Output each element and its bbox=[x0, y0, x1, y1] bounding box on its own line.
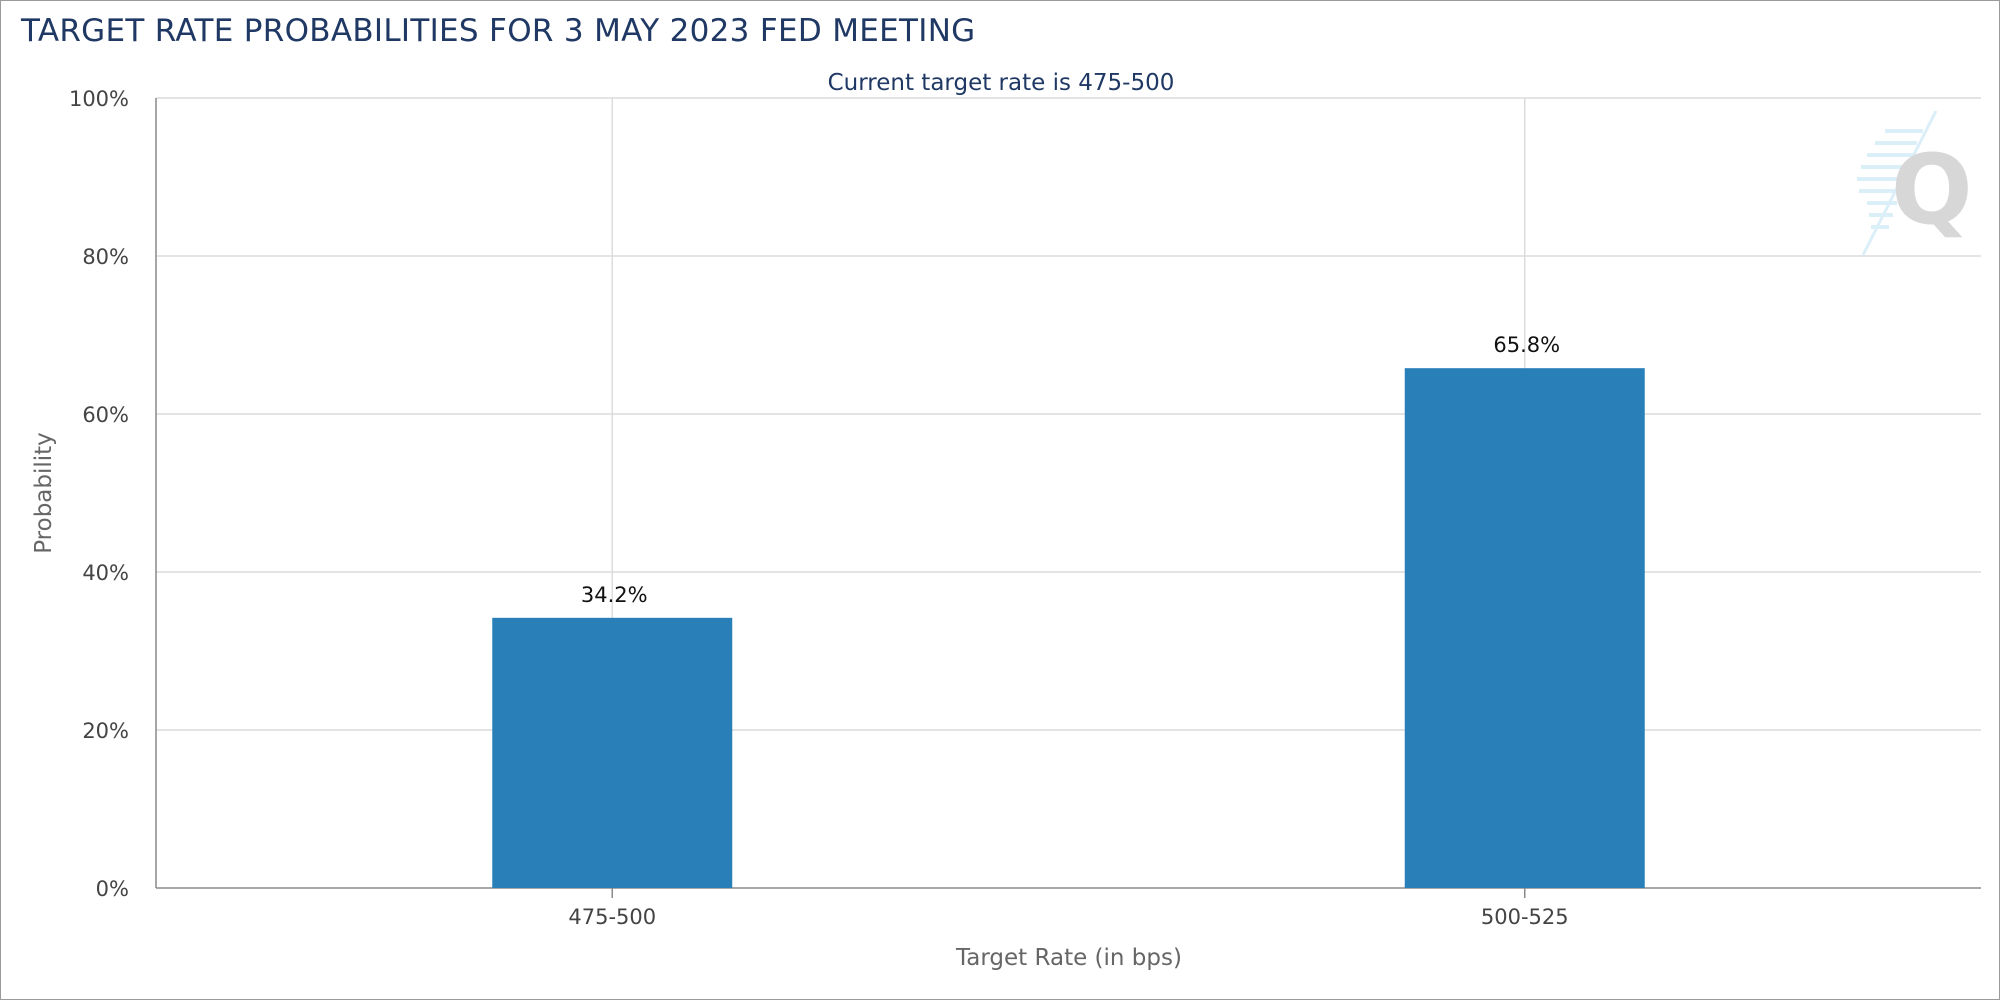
q-logo-watermark-icon: Q bbox=[1857, 110, 1973, 256]
y-tick-label: 0% bbox=[96, 877, 129, 901]
chart-title: TARGET RATE PROBABILITIES FOR 3 MAY 2023… bbox=[21, 13, 976, 49]
x-axis-title: Target Rate (in bps) bbox=[955, 945, 1182, 971]
bar-value-label: 34.2% bbox=[581, 583, 648, 607]
watermark-letter: Q bbox=[1891, 134, 1973, 246]
chart-subtitle: Current target rate is 475-500 bbox=[828, 70, 1175, 96]
bar-value-label: 65.8% bbox=[1493, 333, 1560, 357]
bar-475-500[interactable] bbox=[492, 617, 733, 888]
y-tick-label: 60% bbox=[82, 403, 129, 427]
y-tick-label: 40% bbox=[82, 561, 129, 585]
grid-layer bbox=[155, 97, 1981, 898]
bar-500-525[interactable] bbox=[1404, 368, 1645, 888]
x-tick-label: 500-525 bbox=[1481, 905, 1569, 929]
y-tick-label: 80% bbox=[82, 245, 129, 269]
y-axis-title: Probability bbox=[31, 432, 57, 554]
x-tick-label: 475-500 bbox=[568, 905, 656, 929]
labels-layer: 0% 20% 40% 60% 80% 100% 475-500 500-525 34.2% 65.… bbox=[69, 87, 1569, 929]
y-tick-label: 20% bbox=[82, 719, 129, 743]
bars-layer bbox=[492, 368, 1645, 888]
y-tick-label: 100% bbox=[69, 87, 129, 111]
